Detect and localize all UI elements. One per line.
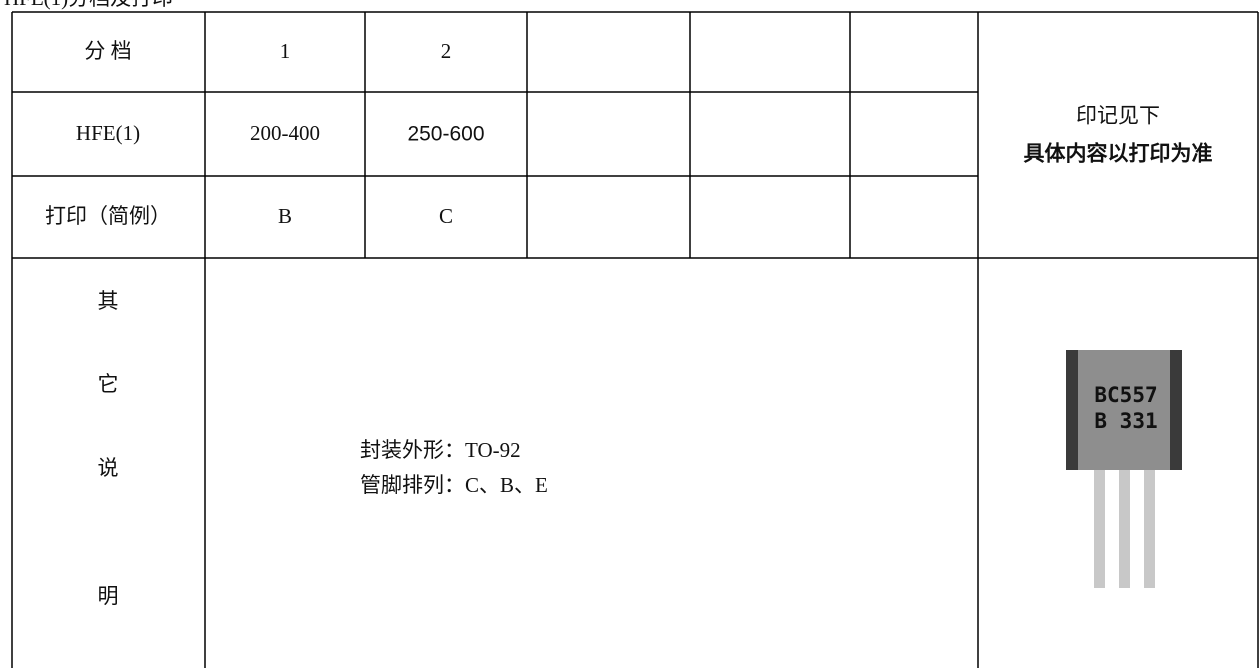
doc-title: HFE(1)分档及打印 [4, 0, 173, 10]
cell: 2 [441, 39, 452, 63]
cell: 250-600 [407, 123, 484, 146]
other-text: 管脚排列：C、B、E [360, 473, 548, 497]
cell: C [439, 204, 453, 228]
marking: B 331 [1094, 409, 1157, 433]
cell: 分 档 [84, 39, 131, 63]
other-label: 明 [98, 584, 119, 608]
other-label: 它 [98, 372, 119, 396]
note-line: 具体内容以打印为准 [1024, 142, 1213, 166]
cell: HFE(1) [76, 121, 140, 145]
other-label: 其 [98, 289, 119, 313]
note-line: 印记见下 [1076, 105, 1160, 128]
marking: BC557 [1094, 383, 1157, 407]
transistor-image [1066, 350, 1182, 588]
other-text: 封装外形：TO-92 [360, 438, 521, 462]
table-grid [11, 11, 1259, 668]
cell: 200-400 [250, 121, 320, 145]
cell: 打印（简例） [45, 204, 171, 228]
other-label: 说 [98, 456, 119, 480]
cell: B [278, 204, 292, 228]
cell: 1 [280, 39, 291, 63]
